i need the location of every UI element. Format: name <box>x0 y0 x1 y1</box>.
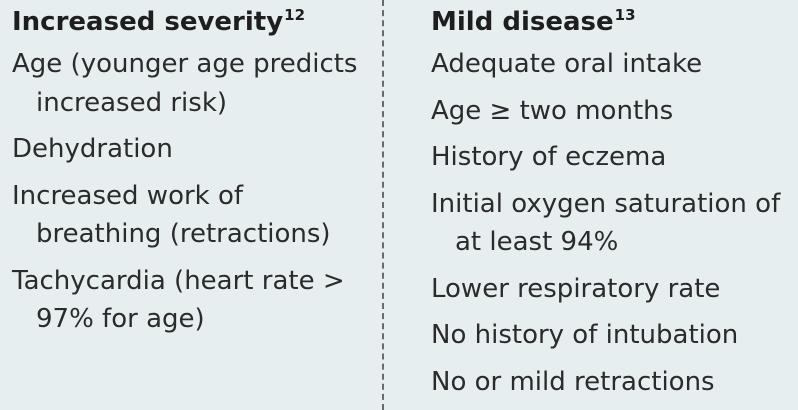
increased-severity-column: Increased severity12 Age (younger age pr… <box>12 0 372 347</box>
list-item: Age ≥ two months <box>431 95 674 126</box>
list-item: Dehydration <box>12 134 173 164</box>
mild-disease-column: Mild disease13 Adequate oral intake Age … <box>431 0 793 409</box>
increased-severity-heading: Increased severity12 <box>12 4 372 40</box>
increased-severity-reference: 12 <box>284 6 306 24</box>
column-divider <box>382 0 384 410</box>
mild-disease-reference: 13 <box>614 6 636 24</box>
list-item: Lower respiratory rate <box>431 273 721 304</box>
list-item: Increased work of breathing (retractions… <box>12 180 331 250</box>
mild-disease-heading: Mild disease13 <box>431 4 793 40</box>
list-item: No or mild retractions <box>431 366 715 397</box>
increased-severity-list: Age (younger age predicts increased risk… <box>12 45 372 339</box>
list-item: Tachycardia (heart rate > 97% for age) <box>12 265 345 335</box>
mild-disease-list: Adequate oral intake Age ≥ two months Hi… <box>431 45 793 401</box>
increased-severity-heading-text: Increased severity <box>12 7 284 37</box>
mild-disease-heading-text: Mild disease <box>431 7 614 37</box>
list-item: Age (younger age predicts increased risk… <box>12 49 358 118</box>
list-item: No history of intubation <box>431 320 739 350</box>
list-item: Adequate oral intake <box>431 49 703 79</box>
list-item: Initial oxygen saturation of at least 94… <box>431 188 781 258</box>
list-item: History of eczema <box>431 142 667 172</box>
